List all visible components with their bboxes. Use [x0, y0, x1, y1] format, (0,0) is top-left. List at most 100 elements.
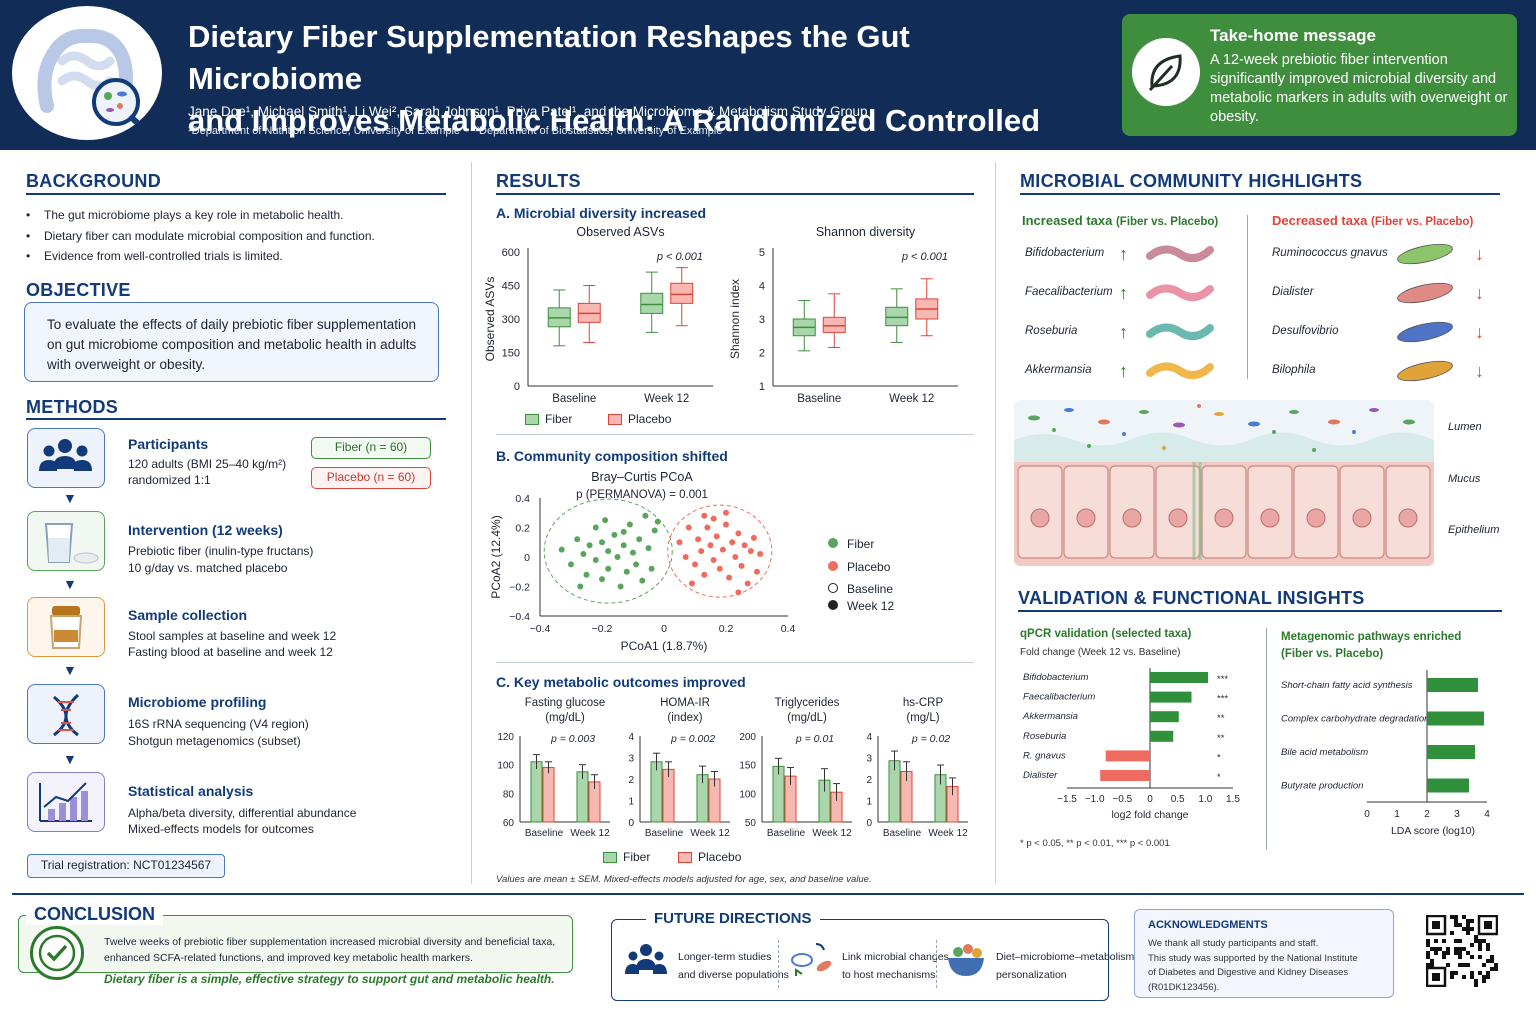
pcoa-point-placebo — [738, 562, 745, 569]
legend-fiber-swatch — [525, 414, 539, 426]
pcoa-point-fiber — [577, 583, 584, 590]
methods-title: METHODS — [26, 397, 119, 417]
metabolic-ytick-2-1: 100 — [739, 789, 756, 800]
bacterium-icon — [1146, 323, 1214, 341]
column-divider-2 — [995, 162, 996, 884]
microbe-link-icon — [788, 940, 836, 987]
fiber-group-pill: Fiber (n = 60) — [311, 437, 431, 459]
pcoa-ylabel: PCoA2 (12.4%) — [489, 515, 503, 598]
metabolic-bar — [650, 761, 663, 823]
pcoa-point-fiber — [605, 565, 612, 572]
down-arrow-icon: ↓ — [1475, 283, 1484, 303]
qr-module — [1474, 983, 1478, 987]
qr-module — [1434, 951, 1438, 955]
bacterium-icon — [1397, 321, 1453, 343]
qr-code-icon[interactable] — [1426, 915, 1498, 987]
qpcr-sig-0: *** — [1217, 674, 1228, 685]
boxplot-ytick-0-2: 300 — [502, 314, 520, 326]
pcoa-point-placebo — [695, 536, 702, 543]
qr-module — [1490, 955, 1494, 959]
pcoa-point-fiber — [602, 517, 609, 524]
qr-module — [1446, 963, 1450, 967]
qr-module — [1470, 975, 1474, 979]
qr-module — [1450, 931, 1454, 935]
pcoa-point-fiber — [651, 527, 658, 534]
metabolic-bar — [772, 765, 785, 823]
metabolic-ytick-0-2: 100 — [497, 761, 514, 772]
qr-module — [1430, 963, 1434, 967]
objective-title: OBJECTIVE — [26, 280, 131, 300]
qr-module — [1466, 963, 1470, 967]
qr-module — [1442, 955, 1446, 959]
qr-module — [1434, 947, 1438, 951]
qr-module — [1426, 951, 1430, 955]
decreased-taxon-3: Bilophila — [1272, 364, 1315, 376]
chart-icon — [27, 772, 105, 832]
decreased-taxa-heading: Decreased taxa (Fiber vs. Placebo) — [1272, 213, 1473, 228]
pcoa-xtick-3: 0.2 — [719, 623, 734, 635]
pcoa-point-fiber — [558, 546, 565, 553]
qpcr-xtick-4: 0.5 — [1171, 794, 1185, 805]
pcoa-ytick-1: −0.2 — [509, 582, 530, 594]
pcoa-point-fiber — [592, 556, 599, 563]
qpcr-heading: qPCR validation (selected taxa) — [1020, 628, 1192, 640]
boxplot-ytick-1-0: 1 — [759, 381, 765, 393]
qpcr-bar — [1150, 711, 1179, 723]
bacterium-icon — [1397, 243, 1453, 265]
qr-module — [1462, 927, 1466, 931]
background-rule — [26, 193, 446, 195]
pcoa-legend: Fiber Placebo Baseline Week 12 — [828, 533, 894, 617]
increased-label: Increased taxa — [1022, 213, 1113, 228]
pcoa-point-fiber — [648, 565, 655, 572]
qr-module — [1462, 915, 1466, 919]
boxplot-ytick-0-0: 0 — [514, 381, 520, 393]
ack-line2: This study was supported by the National… — [1148, 952, 1358, 964]
qr-module — [1482, 939, 1486, 943]
metabolic-title1-0: Fasting glucose — [525, 697, 606, 709]
qr-module — [1470, 919, 1474, 923]
legend-box-placebo: Placebo — [608, 412, 671, 426]
future-item-2-line1: Link microbial changes — [842, 951, 949, 963]
qpcr-label-4: R. gnavus — [1023, 750, 1066, 761]
legend-box-fiber: Fiber — [525, 412, 572, 426]
pcoa-legend-placebo: Placebo — [828, 556, 894, 579]
ack-line3: of Diabetes and Digestive and Kidney Dis… — [1148, 967, 1349, 978]
pcoa-title: Bray–Curtis PCoA — [591, 470, 693, 484]
qr-module — [1474, 939, 1478, 943]
future-title: FUTURE DIRECTIONS — [646, 910, 820, 927]
pcoa-point-fiber — [620, 542, 627, 549]
pcoa-point-fiber — [654, 518, 661, 525]
people-icon — [624, 940, 668, 985]
metabolic-xtick-2-0: Baseline — [767, 828, 806, 839]
qr-module — [1458, 947, 1462, 951]
placebo-group-pill: Placebo (n = 60) — [311, 467, 431, 489]
qr-module — [1450, 975, 1454, 979]
layer-epithelium: Epithelium — [1448, 524, 1500, 536]
qr-module — [1434, 939, 1438, 943]
method-intervention-line1: Prebiotic fiber (inulin-type fructans) — [128, 544, 314, 558]
boxplot-ytick-1-4: 5 — [759, 247, 765, 259]
metabolic-ytick-1-0: 0 — [628, 818, 634, 829]
pcoa-point-fiber — [633, 561, 640, 568]
pcoa-point-placebo — [713, 533, 720, 540]
metabolic-title2-0: (mg/dL) — [545, 712, 585, 724]
qpcr-label-5: Dialister — [1023, 770, 1058, 781]
qr-module — [1450, 915, 1454, 919]
qpcr-xtick-2: −0.5 — [1112, 794, 1132, 805]
metabolic-ytick-3-1: 1 — [866, 797, 872, 808]
pcoa-placebo-dot — [828, 560, 838, 571]
future-item-1-line2: and diverse populations — [678, 969, 789, 981]
qpcr-sig-4: * — [1217, 752, 1221, 763]
metabolic-xtick-1-1: Week 12 — [690, 828, 730, 839]
decreased-taxon-2: Desulfovibrio — [1272, 325, 1339, 337]
layer-lumen: Lumen — [1448, 421, 1482, 433]
qr-module — [1438, 947, 1442, 951]
qr-module — [1486, 947, 1490, 951]
metabolic-title2-1: (index) — [667, 712, 702, 724]
method-profiling-line1: 16S rRNA sequencing (V4 region) — [128, 717, 309, 731]
affiliation-1: ¹Department of Nutrition Science, Univer… — [188, 125, 461, 137]
qpcr-bar — [1105, 750, 1150, 762]
boxplot-title-0: Observed ASVs — [576, 225, 664, 239]
metabolic-legend-placebo: Placebo — [678, 850, 741, 864]
qr-module — [1430, 959, 1434, 963]
